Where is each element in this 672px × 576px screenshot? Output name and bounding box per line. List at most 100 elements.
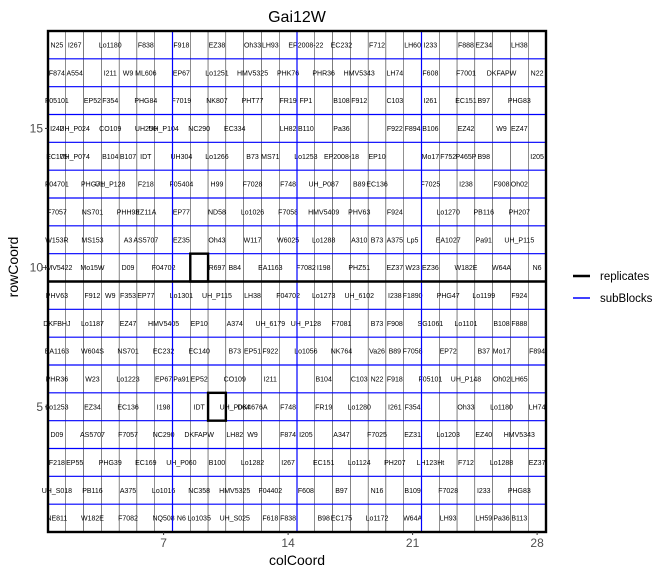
cell-label: B97 xyxy=(335,488,348,495)
plot-cell xyxy=(367,197,387,227)
cell-label: B84 xyxy=(229,265,242,272)
cell-label: EZ47 xyxy=(120,321,137,328)
cell-label: B73 xyxy=(229,349,242,356)
plot-cell xyxy=(456,476,476,505)
cell-label: EP52 xyxy=(191,376,208,383)
cell-label: PHR36 xyxy=(312,70,335,77)
cell-label: NE811 xyxy=(46,516,67,523)
cell-label: FR19 xyxy=(280,98,297,105)
cell-label: Va26 xyxy=(369,349,385,356)
cell-label: PB116 xyxy=(82,488,103,495)
cell-label: F7025 xyxy=(420,182,440,189)
plot-cell xyxy=(279,364,298,394)
plot-cell xyxy=(528,197,547,227)
plot-cell xyxy=(510,142,529,171)
plot-cell xyxy=(528,364,547,394)
cell-label: N6 xyxy=(533,265,542,272)
cell-label: F7028 xyxy=(243,182,263,189)
plot-cell xyxy=(190,30,209,60)
plot-cell xyxy=(510,336,529,366)
cell-label: AS5707 xyxy=(133,237,158,244)
cell-label: F888 xyxy=(458,42,474,49)
x-tick-label: 14 xyxy=(281,536,295,550)
cell-label: F924 xyxy=(511,293,527,300)
cell-label: Lo1273 xyxy=(312,293,335,300)
cell-label: A375 xyxy=(120,488,136,495)
cell-label: EP55 xyxy=(66,460,83,467)
cell-label: EZ38 xyxy=(209,42,226,49)
plot-cell xyxy=(510,392,529,421)
cell-label: Lo1180 xyxy=(490,404,513,411)
plot-cell xyxy=(385,169,404,199)
plot-cell xyxy=(207,309,227,338)
cell-label: Lo1016 xyxy=(152,488,175,495)
cell-label: NK807 xyxy=(206,98,228,105)
plot-cell xyxy=(385,503,404,533)
cell-label: F838 xyxy=(280,516,296,523)
cell-label: I233 xyxy=(477,488,491,495)
x-tick-label: 7 xyxy=(160,536,167,550)
cell-label: F748 xyxy=(280,182,296,189)
cell-label: A374 xyxy=(227,321,243,328)
cell-label: EC136 xyxy=(117,404,139,411)
plot-cell xyxy=(403,86,422,115)
plot-cell xyxy=(474,169,493,199)
cell-label: EP72 xyxy=(440,349,457,356)
plot-cell xyxy=(314,86,333,115)
cell-label: Oh33 xyxy=(244,42,261,49)
cell-label: EZ36 xyxy=(422,265,439,272)
cell-label: P465P xyxy=(455,154,476,161)
plot-cell xyxy=(474,114,493,143)
cell-label: NQ508 xyxy=(153,516,175,523)
cell-label: I261 xyxy=(424,98,438,105)
cell-label: HMV5422 xyxy=(41,265,72,272)
plot-cell xyxy=(421,336,440,366)
cell-label: W23 xyxy=(405,265,420,272)
cell-label: Pa36 xyxy=(493,516,509,523)
cell-label: F752 xyxy=(440,154,456,161)
cell-label: EZ37 xyxy=(529,460,546,467)
cell-label: F874 xyxy=(49,70,65,77)
y-axis: 5 10 15 xyxy=(30,121,48,414)
cell-label: UH250 xyxy=(135,126,157,133)
plot-cell xyxy=(403,197,422,227)
x-axis: 7 14 21 28 xyxy=(160,532,544,550)
cell-label: UH_P148 xyxy=(451,376,481,383)
plot-cell xyxy=(243,114,262,143)
plot-cell xyxy=(261,114,280,143)
cell-label: Lo1124 xyxy=(348,460,371,467)
plot-cell xyxy=(332,364,351,394)
plot-cell xyxy=(296,364,315,394)
cell-label: Lo1035 xyxy=(187,516,210,523)
y-axis-label: rowCoord xyxy=(5,237,21,298)
y-tick-label: 5 xyxy=(36,400,43,414)
plot-cell xyxy=(350,114,369,143)
cell-label: F7028 xyxy=(438,488,458,495)
cell-label: N6 xyxy=(177,516,186,523)
plot-cell xyxy=(528,30,547,60)
cell-label: F354 xyxy=(405,404,421,411)
cell-label: W64A xyxy=(492,265,511,272)
cell-label: Mo17 xyxy=(422,154,440,161)
cell-label: HMV5325 xyxy=(237,70,268,77)
cell-label: PHV63 xyxy=(348,209,370,216)
cell-label: F7058 xyxy=(403,349,423,356)
cell-label: EP52 xyxy=(84,98,101,105)
cell-label: NC358 xyxy=(188,488,210,495)
cell-label: Lo1253 xyxy=(45,404,68,411)
cell-label: I233 xyxy=(424,42,438,49)
cell-label: EC232 xyxy=(331,42,353,49)
chart-title: Gai12W xyxy=(268,9,327,26)
cell-label: I242 xyxy=(50,126,64,133)
cell-label: F918 xyxy=(173,42,189,49)
cell-label: B97 xyxy=(478,98,491,105)
cell-label: LH59 xyxy=(475,516,492,523)
cell-label: F05404 xyxy=(170,182,194,189)
plot-cell xyxy=(190,225,209,254)
plot-cell xyxy=(350,476,369,505)
cell-label: B107 xyxy=(120,154,136,161)
cell-label: EC151 xyxy=(455,98,477,105)
cell-label: B89 xyxy=(389,349,402,356)
plot-cell xyxy=(314,420,333,449)
